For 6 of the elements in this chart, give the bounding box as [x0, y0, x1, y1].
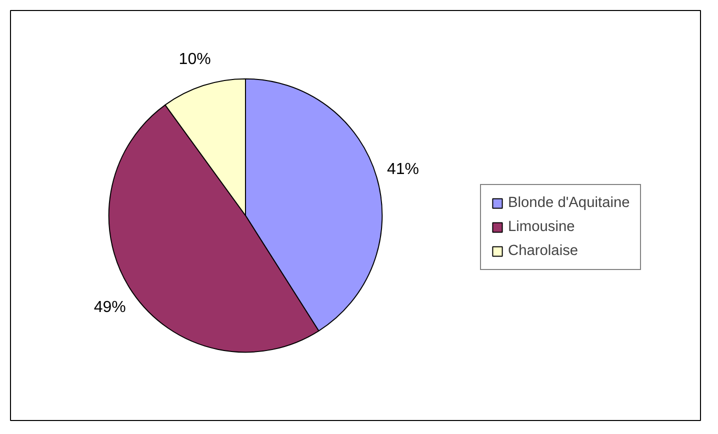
legend-label: Blonde d'Aquitaine: [508, 195, 630, 211]
legend-label: Charolaise: [508, 243, 578, 259]
data-label: 41%: [386, 161, 420, 178]
legend-label: Limousine: [508, 219, 575, 235]
data-label: 10%: [178, 51, 211, 68]
data-label: 49%: [94, 299, 126, 316]
